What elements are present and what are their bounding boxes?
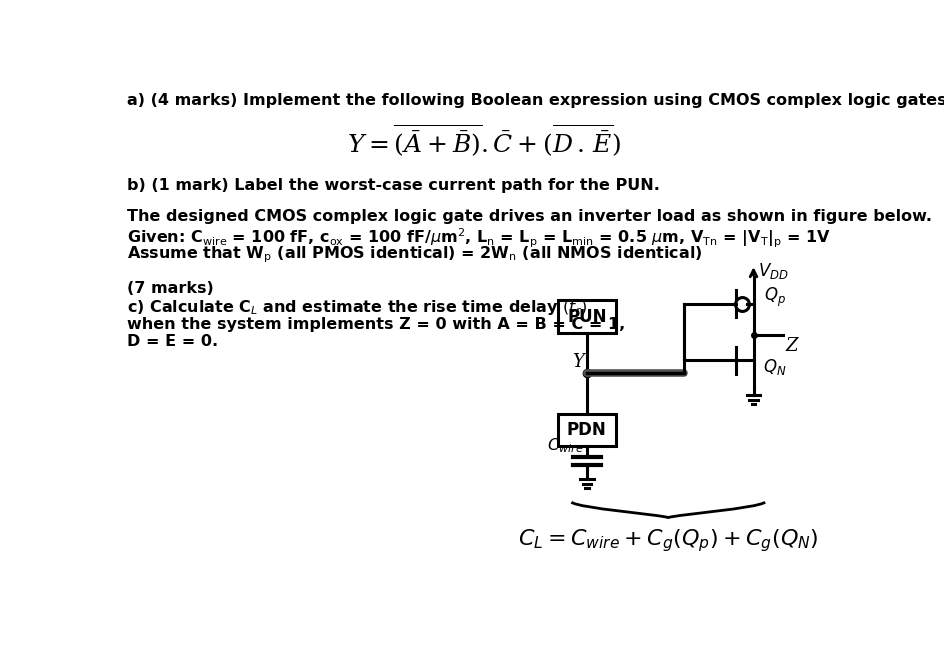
Text: b) (1 mark) Label the worst-case current path for the PUN.: b) (1 mark) Label the worst-case current… (127, 178, 660, 193)
Text: $Q_N$: $Q_N$ (763, 357, 786, 377)
Text: (7 marks): (7 marks) (127, 281, 214, 296)
Text: Given: C$_{\rm wire}$ = 100 fF, c$_{\rm ox}$ = 100 fF/$\mu$m$^{2}$, L$_{\rm n}$ : Given: C$_{\rm wire}$ = 100 fF, c$_{\rm … (127, 226, 832, 250)
Text: $Y = \overline{(\bar{A} + \bar{B})}.\bar{C} + (\overline{D\,.\,\bar{E}})$: $Y = \overline{(\bar{A} + \bar{B})}.\bar… (346, 122, 621, 159)
Text: $C_{wire}$: $C_{wire}$ (548, 436, 583, 455)
Text: D = E = 0.: D = E = 0. (127, 334, 218, 350)
Text: PDN: PDN (567, 421, 607, 439)
Text: Assume that W$_{\rm p}$ (all PMOS identical) = 2W$_{\rm n}$ (all NMOS identical): Assume that W$_{\rm p}$ (all PMOS identi… (127, 244, 702, 265)
Text: when the system implements Z = 0 with A = B = C = 1,: when the system implements Z = 0 with A … (127, 316, 626, 332)
Text: c) Calculate C$_L$ and estimate the rise time delay $(t_r)$: c) Calculate C$_L$ and estimate the rise… (127, 298, 587, 317)
Bar (558, 301, 615, 333)
Text: $V_{DD}$: $V_{DD}$ (758, 261, 789, 281)
Text: The designed CMOS complex logic gate drives an inverter load as shown in figure : The designed CMOS complex logic gate dri… (127, 209, 933, 224)
Text: Y: Y (572, 354, 583, 371)
Bar (558, 414, 615, 446)
Text: $Q_p$: $Q_p$ (765, 286, 786, 309)
Text: a) (4 marks) Implement the following Boolean expression using CMOS complex logic: a) (4 marks) Implement the following Boo… (127, 93, 944, 109)
Text: $C_L = C_{wire} + C_g(Q_p) + C_g(Q_N)$: $C_L = C_{wire} + C_g(Q_p) + C_g(Q_N)$ (518, 527, 818, 553)
Text: PUN: PUN (567, 308, 607, 326)
Text: Z: Z (785, 337, 798, 355)
